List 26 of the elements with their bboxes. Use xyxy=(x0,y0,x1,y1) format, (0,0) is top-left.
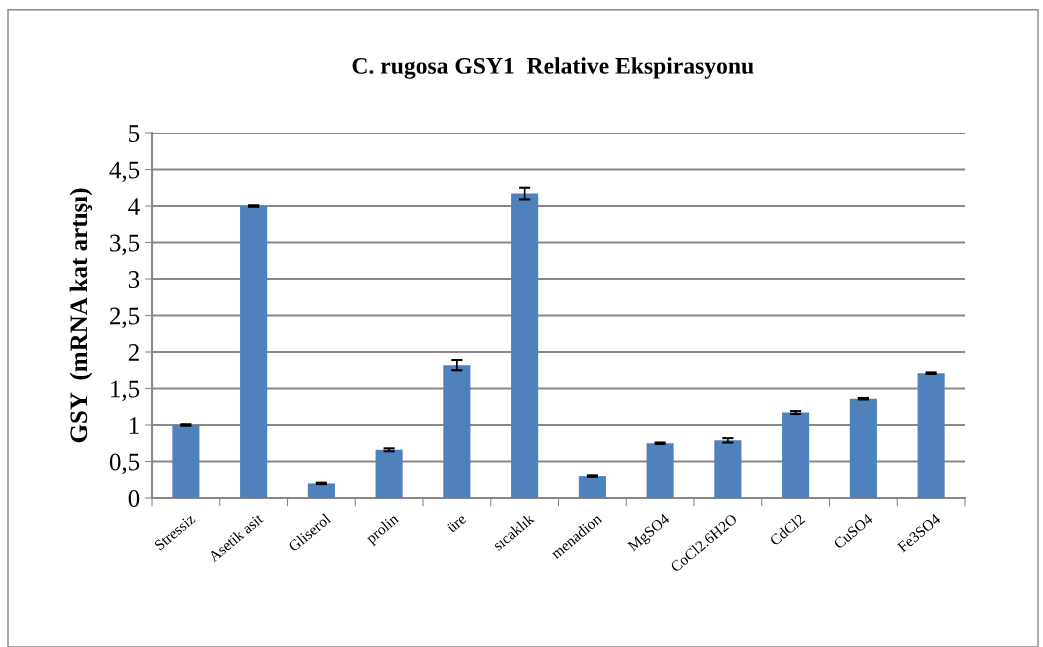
y-axis-title: GSY (mRNA kat artışı) xyxy=(69,188,93,443)
bar xyxy=(307,483,335,498)
y-tick-label: 3,5 xyxy=(110,234,140,256)
y-tick-label: 3 xyxy=(128,271,140,288)
bar xyxy=(917,373,945,498)
x-tick-label: üre xyxy=(446,513,467,534)
y-tick-label: 1,5 xyxy=(111,380,140,402)
bar xyxy=(511,193,539,498)
y-tick-label: 1 xyxy=(129,417,139,434)
bar xyxy=(240,206,268,498)
y-tick-label: 2,5 xyxy=(110,307,140,329)
y-tick-label: 5 xyxy=(129,125,140,142)
y-tick-label: 0 xyxy=(128,490,140,507)
bar xyxy=(172,425,200,498)
y-tick-label: 4 xyxy=(128,198,140,215)
bar xyxy=(375,449,403,498)
bar xyxy=(646,443,674,498)
bar xyxy=(782,412,810,498)
bar xyxy=(714,440,742,498)
y-tick-label: 2 xyxy=(128,344,139,361)
bar xyxy=(578,476,606,498)
bar xyxy=(443,365,471,498)
y-tick-label: 4,5 xyxy=(109,161,140,183)
bar xyxy=(849,398,877,498)
chart-title: C. rugosa GSY1 Relative Ekspirasyonu xyxy=(352,57,754,79)
y-tick-label: 0,5 xyxy=(109,453,140,475)
